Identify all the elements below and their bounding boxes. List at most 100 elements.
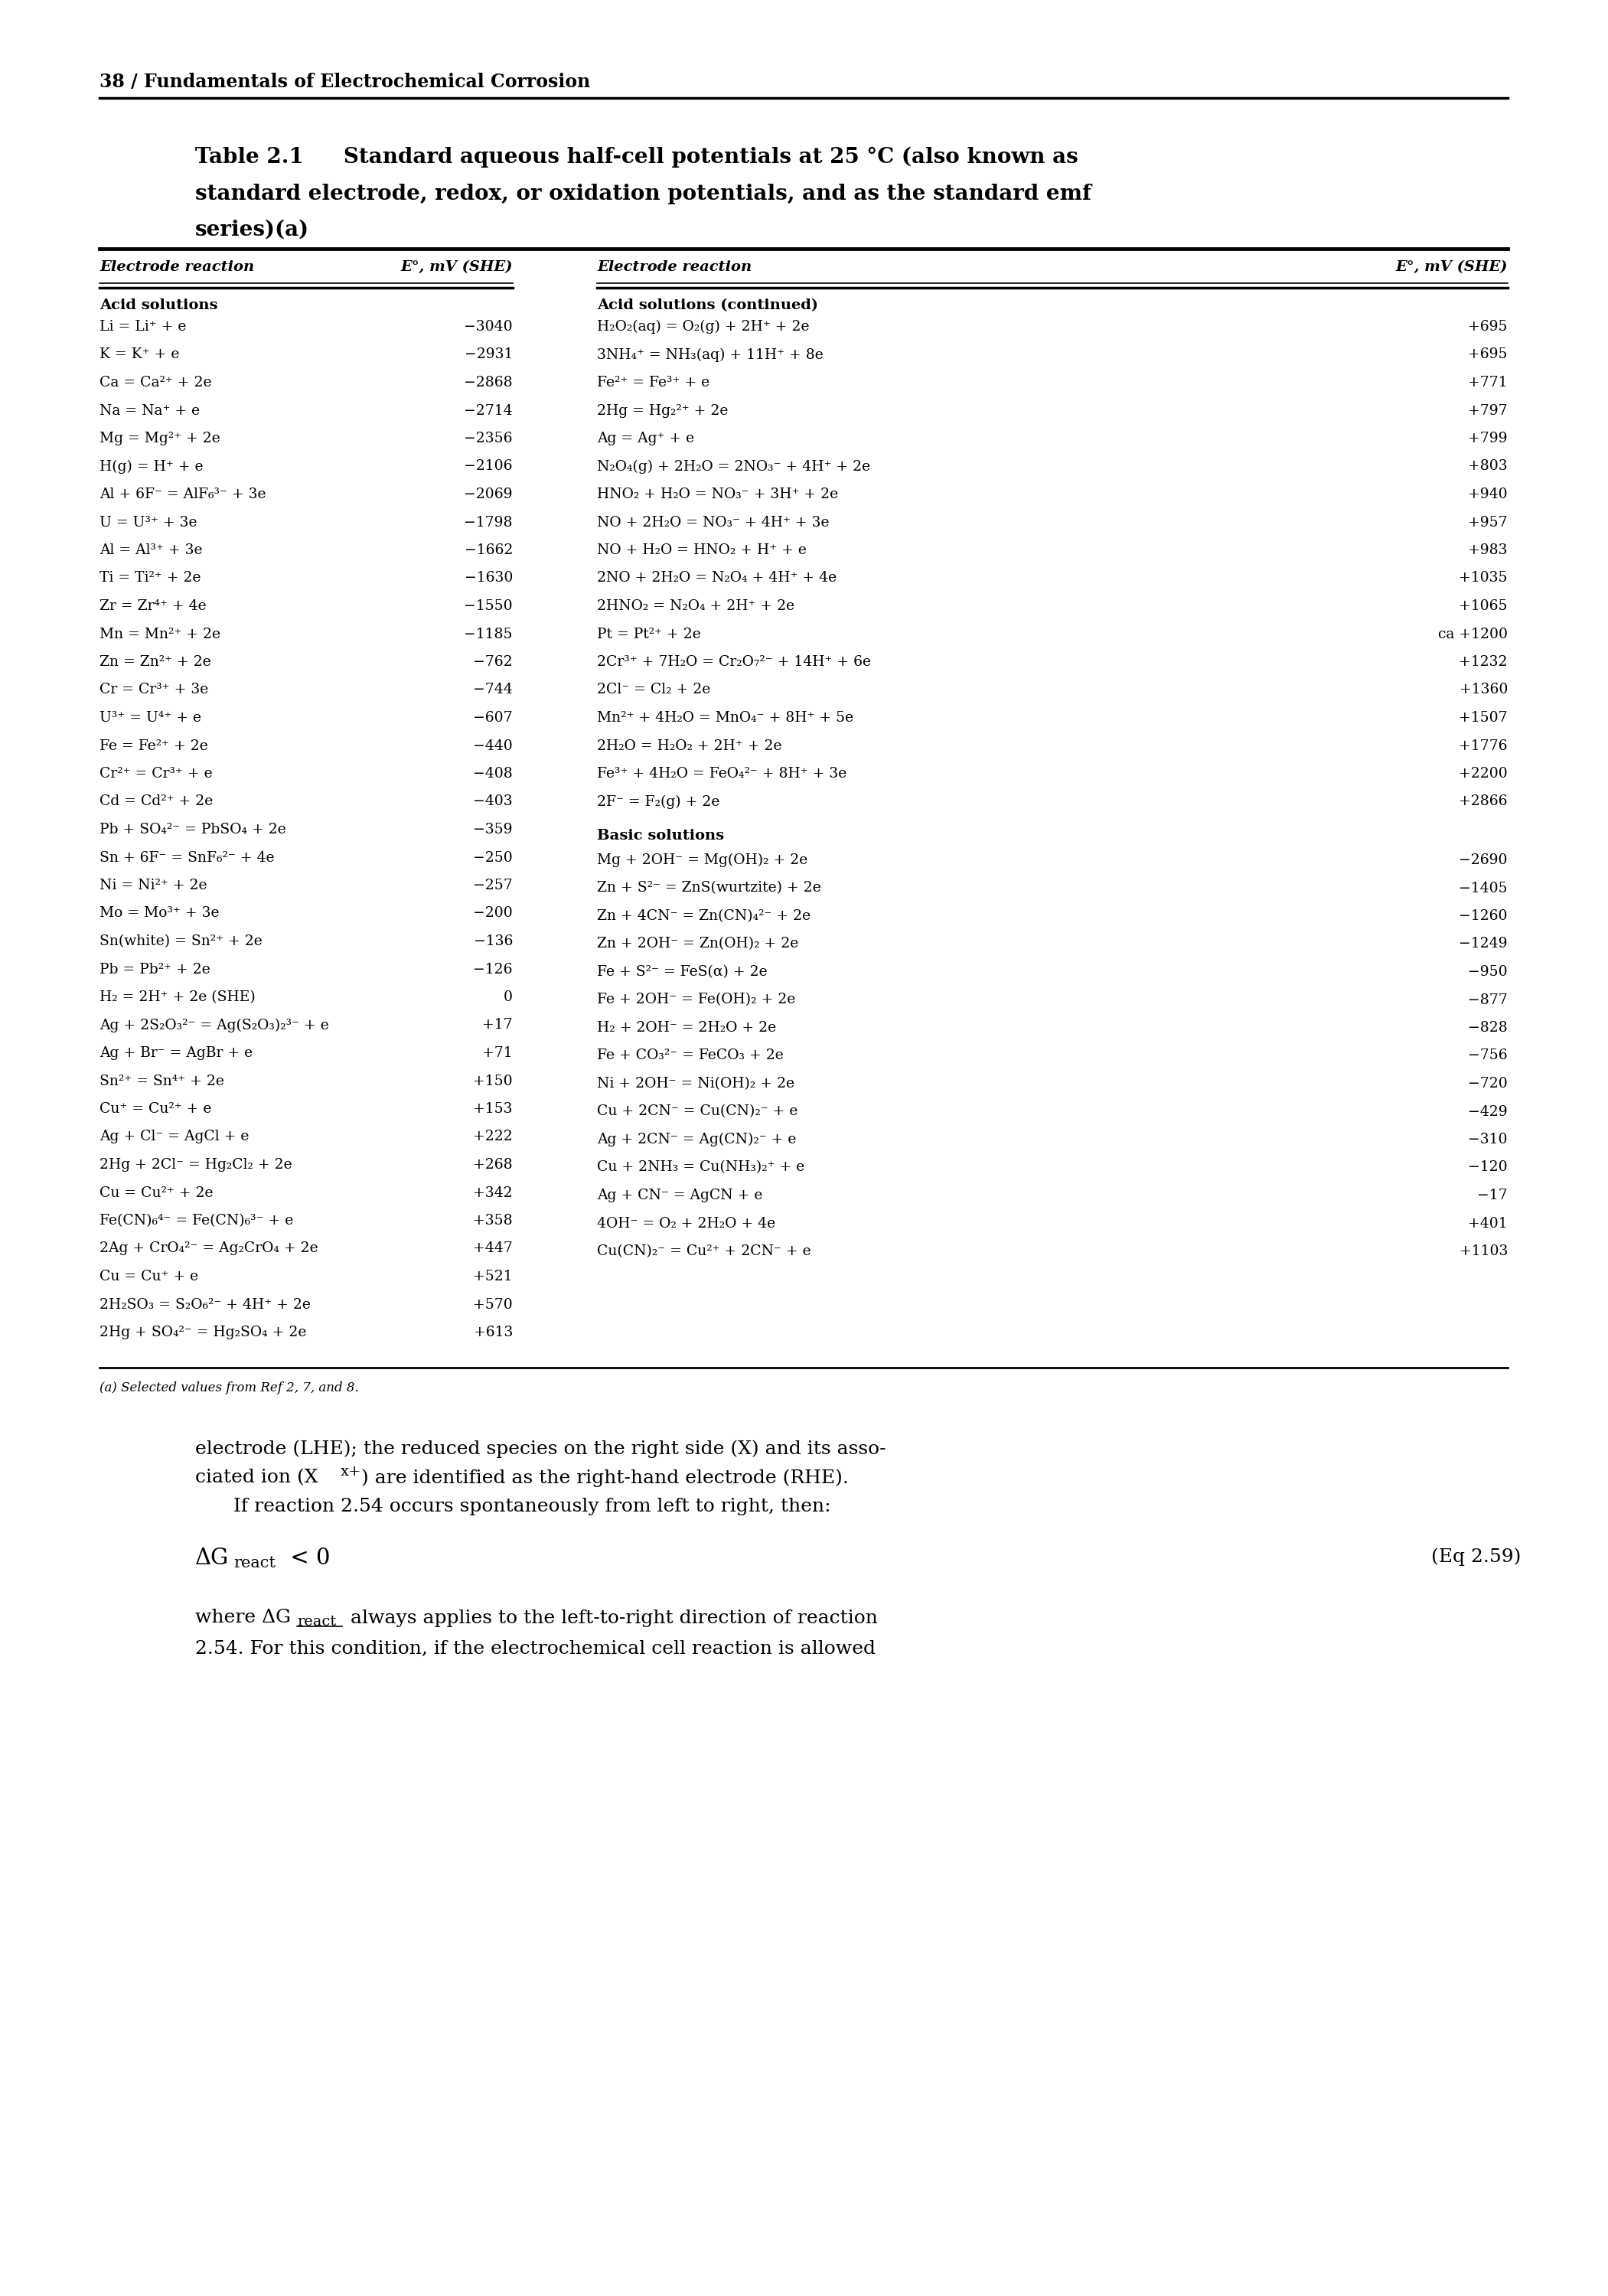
Text: Acid solutions (continued): Acid solutions (continued) [597, 298, 818, 312]
Text: Ag + 2CN⁻ = Ag(CN)₂⁻ + e: Ag + 2CN⁻ = Ag(CN)₂⁻ + e [597, 1132, 796, 1146]
Text: Sn(white) = Sn²⁺ + 2e: Sn(white) = Sn²⁺ + 2e [100, 934, 262, 948]
Text: H₂O₂(aq) = O₂(g) + 2H⁺ + 2e: H₂O₂(aq) = O₂(g) + 2H⁺ + 2e [597, 319, 809, 333]
Text: Cu = Cu⁺ + e: Cu = Cu⁺ + e [100, 1270, 198, 1283]
Text: −1260: −1260 [1458, 909, 1508, 923]
Text: 0: 0 [503, 990, 513, 1003]
Text: −17: −17 [1478, 1189, 1508, 1203]
Text: +17: +17 [482, 1019, 513, 1033]
Text: electrode (LHE); the reduced species on the right side (X) and its asso-: electrode (LHE); the reduced species on … [195, 1440, 886, 1458]
Text: −403: −403 [473, 794, 513, 808]
Text: −440: −440 [473, 739, 513, 753]
Text: −762: −762 [473, 654, 513, 668]
Text: 2F⁻ = F₂(g) + 2e: 2F⁻ = F₂(g) + 2e [597, 794, 720, 808]
Text: 2Hg + 2Cl⁻ = Hg₂Cl₂ + 2e: 2Hg + 2Cl⁻ = Hg₂Cl₂ + 2e [100, 1157, 293, 1171]
Text: standard electrode, redox, or oxidation potentials, and as the standard emf: standard electrode, redox, or oxidation … [195, 184, 1092, 204]
Text: react: react [297, 1616, 336, 1630]
Text: Mg = Mg²⁺ + 2e: Mg = Mg²⁺ + 2e [100, 432, 220, 445]
Text: Pb = Pb²⁺ + 2e: Pb = Pb²⁺ + 2e [100, 962, 211, 976]
Text: −136: −136 [473, 934, 513, 948]
Text: +771: +771 [1468, 377, 1508, 390]
Text: −257: −257 [473, 879, 513, 893]
Text: Al + 6F⁻ = AlF₆³⁻ + 3e: Al + 6F⁻ = AlF₆³⁻ + 3e [100, 487, 265, 501]
Text: K = K⁺ + e: K = K⁺ + e [100, 349, 180, 360]
Text: −720: −720 [1468, 1077, 1508, 1091]
Text: U³⁺ = U⁴⁺ + e: U³⁺ = U⁴⁺ + e [100, 712, 201, 726]
Text: 4OH⁻ = O₂ + 2H₂O + 4e: 4OH⁻ = O₂ + 2H₂O + 4e [597, 1217, 775, 1231]
Text: series)(a): series)(a) [195, 220, 309, 241]
Text: Fe + S²⁻ = FeS(α) + 2e: Fe + S²⁻ = FeS(α) + 2e [597, 964, 767, 978]
Text: Fe + 2OH⁻ = Fe(OH)₂ + 2e: Fe + 2OH⁻ = Fe(OH)₂ + 2e [597, 992, 796, 1006]
Text: Ag + Br⁻ = AgBr + e: Ag + Br⁻ = AgBr + e [100, 1047, 252, 1061]
Text: Fe = Fe²⁺ + 2e: Fe = Fe²⁺ + 2e [100, 739, 207, 753]
Text: +957: +957 [1468, 517, 1508, 530]
Text: −3040: −3040 [465, 319, 513, 333]
Text: 2Hg = Hg₂²⁺ + 2e: 2Hg = Hg₂²⁺ + 2e [597, 404, 728, 418]
Text: +2866: +2866 [1458, 794, 1508, 808]
Text: Cr = Cr³⁺ + 3e: Cr = Cr³⁺ + 3e [100, 684, 209, 698]
Text: −1405: −1405 [1458, 882, 1508, 895]
Text: +342: +342 [473, 1185, 513, 1199]
Text: 2NO + 2H₂O = N₂O₄ + 4H⁺ + 4e: 2NO + 2H₂O = N₂O₄ + 4H⁺ + 4e [597, 572, 836, 585]
Text: Ag + CN⁻ = AgCN + e: Ag + CN⁻ = AgCN + e [597, 1189, 762, 1203]
Text: Zn + S²⁻ = ZnS(wurtzite) + 2e: Zn + S²⁻ = ZnS(wurtzite) + 2e [597, 882, 822, 895]
Text: +799: +799 [1468, 432, 1508, 445]
Text: N₂O₄(g) + 2H₂O = 2NO₃⁻ + 4H⁺ + 2e: N₂O₄(g) + 2H₂O = 2NO₃⁻ + 4H⁺ + 2e [597, 459, 870, 473]
Text: Cu + 2CN⁻ = Cu(CN)₂⁻ + e: Cu + 2CN⁻ = Cu(CN)₂⁻ + e [597, 1104, 798, 1118]
Text: NO + 2H₂O = NO₃⁻ + 4H⁺ + 3e: NO + 2H₂O = NO₃⁻ + 4H⁺ + 3e [597, 517, 830, 530]
Text: −744: −744 [473, 684, 513, 698]
Text: +613: +613 [473, 1325, 513, 1339]
Text: +153: +153 [473, 1102, 513, 1116]
Text: +1507: +1507 [1458, 712, 1508, 726]
Text: 2H₂O = H₂O₂ + 2H⁺ + 2e: 2H₂O = H₂O₂ + 2H⁺ + 2e [597, 739, 781, 753]
Text: HNO₂ + H₂O = NO₃⁻ + 3H⁺ + 2e: HNO₂ + H₂O = NO₃⁻ + 3H⁺ + 2e [597, 487, 838, 501]
Text: −250: −250 [473, 852, 513, 866]
Text: Zn + 4CN⁻ = Zn(CN)₄²⁻ + 2e: Zn + 4CN⁻ = Zn(CN)₄²⁻ + 2e [597, 909, 810, 923]
Text: Sn²⁺ = Sn⁴⁺ + 2e: Sn²⁺ = Sn⁴⁺ + 2e [100, 1075, 224, 1088]
Text: H₂ + 2OH⁻ = 2H₂O + 2e: H₂ + 2OH⁻ = 2H₂O + 2e [597, 1022, 777, 1035]
Text: −1185: −1185 [465, 627, 513, 641]
Text: Standard aqueous half-cell potentials at 25 °C (also known as: Standard aqueous half-cell potentials at… [322, 147, 1079, 168]
Text: Electrode reaction: Electrode reaction [597, 259, 751, 273]
Text: 2H₂SO₃ = S₂O₆²⁻ + 4H⁺ + 2e: 2H₂SO₃ = S₂O₆²⁻ + 4H⁺ + 2e [100, 1297, 310, 1311]
Text: Cd = Cd²⁺ + 2e: Cd = Cd²⁺ + 2e [100, 794, 212, 808]
Text: −828: −828 [1468, 1022, 1508, 1035]
Text: where ΔG: where ΔG [195, 1609, 291, 1626]
Text: ΔG: ΔG [195, 1548, 228, 1570]
Text: 2HNO₂ = N₂O₄ + 2H⁺ + 2e: 2HNO₂ = N₂O₄ + 2H⁺ + 2e [597, 599, 794, 613]
Text: +1232: +1232 [1458, 654, 1508, 668]
Text: 2.54. For this condition, if the electrochemical cell reaction is allowed: 2.54. For this condition, if the electro… [195, 1639, 876, 1658]
Text: −1798: −1798 [465, 517, 513, 530]
Text: −756: −756 [1468, 1049, 1508, 1063]
Text: < 0: < 0 [283, 1548, 330, 1570]
Text: −2868: −2868 [465, 377, 513, 390]
Text: +401: +401 [1468, 1217, 1508, 1231]
Text: −2106: −2106 [465, 459, 513, 473]
Text: 2Ag + CrO₄²⁻ = Ag₂CrO₄ + 2e: 2Ag + CrO₄²⁻ = Ag₂CrO₄ + 2e [100, 1242, 318, 1256]
Text: +797: +797 [1468, 404, 1508, 418]
Text: Table 2.1: Table 2.1 [195, 147, 304, 168]
Text: −2690: −2690 [1458, 854, 1508, 868]
Text: Cu(CN)₂⁻ = Cu²⁺ + 2CN⁻ + e: Cu(CN)₂⁻ = Cu²⁺ + 2CN⁻ + e [597, 1244, 810, 1258]
Text: ca +1200: ca +1200 [1438, 627, 1508, 641]
Text: Pt = Pt²⁺ + 2e: Pt = Pt²⁺ + 2e [597, 627, 701, 641]
Text: Ni = Ni²⁺ + 2e: Ni = Ni²⁺ + 2e [100, 879, 207, 893]
Text: x+: x+ [341, 1465, 362, 1479]
Text: +1035: +1035 [1458, 572, 1508, 585]
Text: +1065: +1065 [1458, 599, 1508, 613]
Text: Fe + CO₃²⁻ = FeCO₃ + 2e: Fe + CO₃²⁻ = FeCO₃ + 2e [597, 1049, 783, 1063]
Text: Cu + 2NH₃ = Cu(NH₃)₂⁺ + e: Cu + 2NH₃ = Cu(NH₃)₂⁺ + e [597, 1162, 804, 1176]
Text: +1360: +1360 [1458, 684, 1508, 698]
Text: Zn = Zn²⁺ + 2e: Zn = Zn²⁺ + 2e [100, 654, 211, 668]
Text: −359: −359 [473, 822, 513, 836]
Text: Ni + 2OH⁻ = Ni(OH)₂ + 2e: Ni + 2OH⁻ = Ni(OH)₂ + 2e [597, 1077, 794, 1091]
Text: +1103: +1103 [1458, 1244, 1508, 1258]
Text: Na = Na⁺ + e: Na = Na⁺ + e [100, 404, 199, 418]
Text: +150: +150 [473, 1075, 513, 1088]
Text: −310: −310 [1468, 1132, 1508, 1146]
Text: Cu⁺ = Cu²⁺ + e: Cu⁺ = Cu²⁺ + e [100, 1102, 212, 1116]
Text: −2714: −2714 [465, 404, 513, 418]
Text: Fe²⁺ = Fe³⁺ + e: Fe²⁺ = Fe³⁺ + e [597, 377, 709, 390]
Text: 38 / Fundamentals of Electrochemical Corrosion: 38 / Fundamentals of Electrochemical Cor… [100, 73, 590, 92]
Text: 2Hg + SO₄²⁻ = Hg₂SO₄ + 2e: 2Hg + SO₄²⁻ = Hg₂SO₄ + 2e [100, 1325, 307, 1339]
Text: E°, mV (SHE): E°, mV (SHE) [400, 259, 513, 273]
